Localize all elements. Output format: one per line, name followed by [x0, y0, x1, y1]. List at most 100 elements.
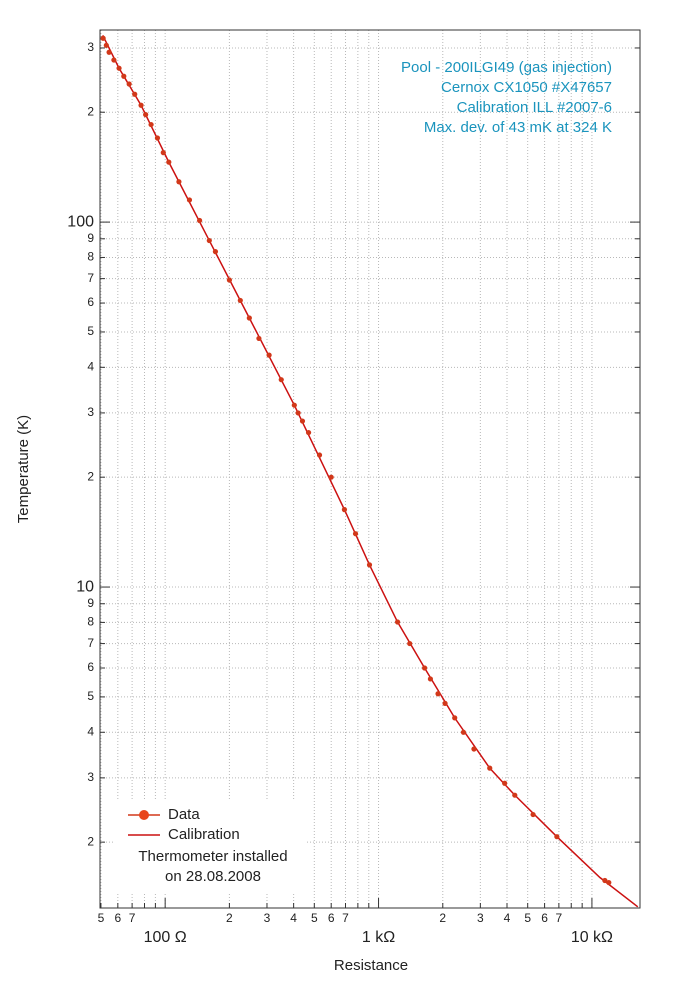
data-point — [352, 531, 359, 537]
data-point — [111, 57, 117, 63]
y-axis-title: Temperature (K) — [15, 415, 32, 523]
data-point — [394, 619, 401, 625]
x-tick-label: 6 — [541, 911, 548, 925]
data-point — [103, 42, 109, 48]
data-point — [100, 35, 106, 41]
data-point — [206, 237, 212, 244]
data-point — [132, 91, 138, 97]
legend-marker — [139, 810, 149, 820]
data-point — [116, 65, 122, 71]
data-point — [328, 474, 334, 480]
data-point — [512, 792, 518, 798]
data-point — [452, 715, 458, 721]
data-point — [278, 377, 284, 383]
y-tick-label: 9 — [87, 596, 94, 610]
data-point — [121, 73, 127, 79]
plot-frame — [99, 29, 641, 909]
data-point — [460, 729, 467, 735]
data-point — [143, 112, 149, 118]
data-point — [237, 297, 243, 304]
annotation: Pool - 200ILGI49 (gas injection) — [401, 59, 612, 76]
data-point — [291, 402, 297, 408]
x-tick-label: 4 — [504, 911, 511, 925]
data-point — [186, 197, 193, 203]
y-tick-label: 6 — [87, 660, 94, 674]
data-point — [316, 452, 323, 458]
y-tick-label: 2 — [87, 469, 94, 483]
y-tick-label: 2 — [87, 834, 94, 848]
y-tick-label: 6 — [87, 295, 94, 309]
x-tick-label: 5 — [311, 911, 318, 925]
data-point — [154, 135, 161, 141]
x-tick-label: 2 — [226, 911, 233, 925]
data-point — [502, 780, 508, 786]
data-point — [554, 834, 560, 840]
x-tick-label: 2 — [439, 911, 446, 925]
y-tick-label: 4 — [87, 724, 94, 738]
data-point — [266, 352, 272, 358]
data-point — [106, 49, 112, 55]
data-point — [305, 429, 312, 436]
legend-note: Thermometer installed — [138, 848, 287, 865]
data-point — [126, 81, 132, 87]
x-tick-label: 5 — [98, 911, 105, 925]
data-point — [196, 217, 203, 224]
data-point — [442, 700, 448, 706]
x-tick-label: 7 — [556, 911, 563, 925]
data-point — [295, 410, 301, 416]
x-tick-label: 10 kΩ — [571, 929, 613, 946]
y-tick-label: 3 — [87, 40, 94, 54]
data-point — [422, 665, 428, 671]
data-point — [256, 335, 262, 342]
annotation: Calibration ILL #2007-6 — [457, 99, 612, 116]
data-point — [606, 879, 612, 886]
data-point — [427, 676, 434, 682]
legend-label: Data — [168, 806, 200, 823]
y-tick-label: 7 — [87, 636, 94, 650]
y-tick-label: 2 — [87, 104, 94, 118]
data-point — [407, 640, 413, 647]
y-tick-label: 3 — [87, 770, 94, 784]
legend-label: Calibration — [168, 826, 240, 843]
data-point — [176, 179, 182, 185]
x-tick-label: 6 — [114, 911, 121, 925]
data-point — [160, 150, 166, 156]
y-tick-label: 4 — [87, 359, 94, 373]
legend-note: on 28.08.2008 — [165, 868, 261, 885]
annotation: Max. dev. of 43 mK at 324 K — [424, 119, 612, 136]
data-point — [246, 315, 252, 321]
data-point — [341, 507, 348, 513]
x-tick-label: 1 kΩ — [362, 929, 395, 946]
x-tick-label: 6 — [328, 911, 335, 925]
y-tick-label: 100 — [67, 213, 94, 230]
data-point — [530, 811, 536, 818]
data-point — [299, 418, 306, 424]
y-tick-label: 9 — [87, 231, 94, 245]
y-tick-label: 8 — [87, 250, 94, 264]
data-point — [435, 691, 441, 697]
y-tick-label: 7 — [87, 271, 94, 285]
x-tick-label: 7 — [342, 911, 349, 925]
x-tick-label: 100 Ω — [144, 929, 187, 946]
data-point — [138, 102, 144, 108]
data-point — [212, 249, 219, 255]
x-tick-label: 7 — [129, 911, 136, 925]
data-point — [471, 746, 477, 752]
x-tick-label: 5 — [524, 911, 531, 925]
data-point — [366, 562, 373, 568]
data-point — [487, 765, 493, 771]
y-tick-label: 5 — [87, 324, 94, 338]
y-tick-label: 10 — [76, 578, 94, 595]
x-tick-label: 3 — [477, 911, 484, 925]
x-tick-label: 4 — [290, 911, 297, 925]
data-point — [166, 159, 172, 165]
y-tick-label: 3 — [87, 405, 94, 419]
x-axis-title: Resistance — [334, 957, 408, 974]
y-tick-label: 5 — [87, 689, 94, 703]
data-point — [226, 277, 232, 283]
data-point — [148, 121, 154, 128]
x-tick-label: 3 — [264, 911, 271, 925]
data-point — [602, 877, 608, 884]
